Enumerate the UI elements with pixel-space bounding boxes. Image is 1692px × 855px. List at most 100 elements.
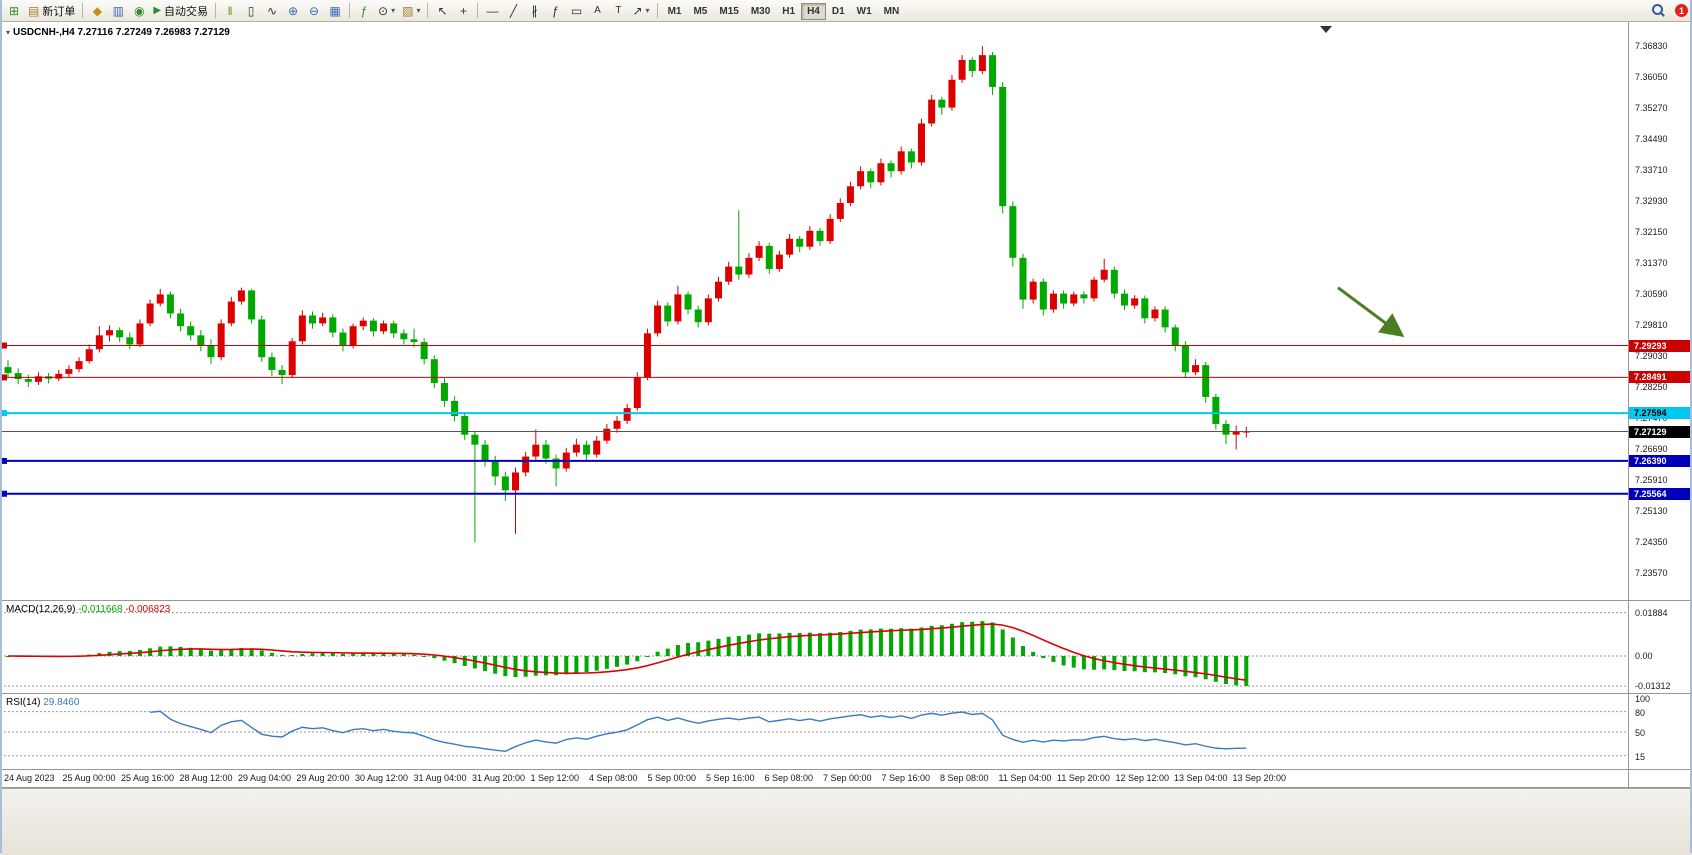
crosshair-icon: + <box>459 3 467 18</box>
timeframe-m1[interactable]: M1 <box>662 3 688 20</box>
toolbar: ⊞ ▤ 新订单 ◆ ▥ ◉ ▶ 自动交易 ‖ ▯ ∿ ⊕ ⊖ ▦ ƒ ⊙ ▾ ▨ ▾ ↖… <box>0 0 1692 22</box>
zoom-in-button[interactable]: ⊕ <box>283 2 303 20</box>
timeframe-m15[interactable]: M15 <box>713 3 744 20</box>
y-axis-tick: 7.25130 <box>1635 506 1668 516</box>
navigator-button[interactable]: ◉ <box>129 2 149 20</box>
axis-separator <box>1628 22 1629 788</box>
x-axis-label: 29 Aug 20:00 <box>296 773 350 783</box>
profiles-icon: ◆ <box>92 3 102 18</box>
timeframe-h1[interactable]: H1 <box>776 3 801 20</box>
x-axis-label: 24 Aug 2023 <box>4 773 55 783</box>
autotrade-button[interactable]: ▶ 自动交易 <box>150 2 211 20</box>
window-right-edge <box>1690 0 1692 853</box>
y-axis-tick: 7.30590 <box>1635 289 1668 299</box>
tile-windows-button[interactable]: ▦ <box>325 2 345 20</box>
time-axis[interactable]: 24 Aug 2023 25 Aug 00:00 25 Aug 16:00 28 Au… <box>0 770 1628 788</box>
crosshair-button[interactable]: + <box>453 2 473 20</box>
y-axis-tick: 7.32150 <box>1635 227 1668 237</box>
autotrade-label: 自动交易 <box>164 5 209 18</box>
chart-ohlc-header: ▾ USDCNH-,H4 7.27116 7.27249 7.26983 7.27… <box>6 27 230 38</box>
channel-tool-button[interactable]: ∦ <box>524 2 544 20</box>
y-axis-tick: 0.00 <box>1635 651 1653 661</box>
horizontal-line-icon: ― <box>486 3 499 18</box>
toolbar-separator <box>656 3 658 18</box>
y-axis-tick: 7.31370 <box>1635 258 1668 268</box>
new-chart-icon: ⊞ <box>8 3 20 18</box>
x-axis-label: 8 Sep 08:00 <box>940 773 989 783</box>
price-line-label: 7.28491 <box>1629 371 1692 384</box>
timeframe-d1[interactable]: D1 <box>826 3 851 20</box>
macd-title: MACD(12,26,9) <box>6 604 76 615</box>
channel-icon: ∦ <box>531 3 538 18</box>
toolbar-separator <box>82 3 84 18</box>
x-axis-label: 1 Sep 12:00 <box>530 773 580 783</box>
rsi-panel[interactable] <box>0 694 1628 769</box>
zoom-out-icon: ⊖ <box>309 3 320 18</box>
zoom-out-button[interactable]: ⊖ <box>304 2 324 20</box>
toolbar-separator <box>215 3 217 18</box>
panel-separator <box>0 769 1692 770</box>
timeframe-h4[interactable]: H4 <box>801 3 826 20</box>
x-axis-label: 11 Sep 20:00 <box>1057 773 1110 783</box>
horizontal-line-tool-button[interactable]: ― <box>482 2 502 20</box>
line-chart-button[interactable]: ∿ <box>262 2 282 20</box>
x-axis-label: 25 Aug 16:00 <box>121 773 175 783</box>
fibonacci-tool-button[interactable]: ƒ <box>545 2 565 20</box>
cursor-icon: ↖ <box>437 3 448 18</box>
chevron-down-icon: ▾ <box>391 6 396 15</box>
shapes-tool-button[interactable]: ▭ <box>566 2 586 20</box>
y-axis-tick: 7.29030 <box>1635 351 1668 361</box>
timeframe-w1[interactable]: W1 <box>851 3 878 20</box>
timeframe-m5[interactable]: M5 <box>687 3 713 20</box>
x-axis-label: 13 Sep 04:00 <box>1174 773 1228 783</box>
text-tool-button[interactable]: A <box>587 2 607 20</box>
y-axis-tick: 0.01884 <box>1635 607 1668 618</box>
indicators-button[interactable]: ƒ <box>354 2 374 20</box>
timeframe-m30[interactable]: M30 <box>745 3 776 20</box>
y-axis-tick: 50 <box>1635 728 1646 738</box>
y-axis-tick: 7.34490 <box>1635 134 1668 144</box>
panel-separator[interactable] <box>0 693 1692 694</box>
panel-separator[interactable] <box>0 600 1692 601</box>
templates-button[interactable]: ▨ ▾ <box>399 2 423 20</box>
new-order-icon: ▤ <box>28 3 40 18</box>
macd-label: MACD(12,26,9) -0.011668 -0.006823 <box>6 604 170 615</box>
trendline-tool-button[interactable]: ╱ <box>503 2 523 20</box>
macd-panel[interactable] <box>0 601 1628 693</box>
new-chart-button[interactable]: ⊞ <box>4 2 24 20</box>
profiles-button[interactable]: ◆ <box>87 2 107 20</box>
rsi-label: RSI(14) 29.8460 <box>6 697 79 708</box>
arrows-tool-button[interactable]: ↗ ▾ <box>629 2 652 20</box>
price-axis[interactable]: 7.36830 7.36050 7.35270 7.34490 7.33710 7.329… <box>1629 22 1692 788</box>
market-watch-button[interactable]: ▥ <box>108 2 128 20</box>
bar-chart-button[interactable]: ‖ <box>220 2 240 20</box>
x-axis-label: 28 Aug 12:00 <box>179 773 233 783</box>
y-axis-tick: 7.23570 <box>1635 568 1668 578</box>
label-tool-button[interactable]: T <box>608 2 628 20</box>
price-line-label: 7.29293 <box>1629 339 1692 352</box>
cursor-button[interactable]: ↖ <box>432 2 452 20</box>
y-axis-tick: 7.32930 <box>1635 196 1668 206</box>
timeframe-mn[interactable]: MN <box>878 3 906 20</box>
notification-badge[interactable]: 1 <box>1675 4 1688 17</box>
y-axis-tick: 7.29810 <box>1635 320 1668 330</box>
x-axis-label: 31 Aug 04:00 <box>413 773 467 783</box>
trendline-icon: ╱ <box>509 3 518 18</box>
x-axis-label: 31 Aug 20:00 <box>472 773 526 783</box>
candlestick-chart-button[interactable]: ▯ <box>241 2 261 20</box>
indicators-icon: ƒ <box>360 3 368 18</box>
price-chart-canvas[interactable] <box>0 22 1628 600</box>
candlestick-chart-icon: ▯ <box>247 3 255 18</box>
price-line-label: 7.25564 <box>1629 487 1692 500</box>
new-order-button[interactable]: ▤ 新订单 <box>25 2 78 20</box>
search-button[interactable] <box>1650 2 1668 20</box>
y-axis-tick: 7.35270 <box>1635 103 1668 113</box>
y-axis-tick: 7.33710 <box>1635 165 1668 175</box>
x-axis-label: 4 Sep 08:00 <box>589 773 638 783</box>
y-axis-tick: 100 <box>1635 694 1651 704</box>
y-axis-tick: 7.36050 <box>1635 72 1668 82</box>
periods-button[interactable]: ⊙ ▾ <box>375 2 398 20</box>
chevron-down-icon: ▾ <box>416 6 421 15</box>
x-axis-label: 5 Sep 00:00 <box>647 773 697 783</box>
navigator-icon: ◉ <box>134 3 145 18</box>
